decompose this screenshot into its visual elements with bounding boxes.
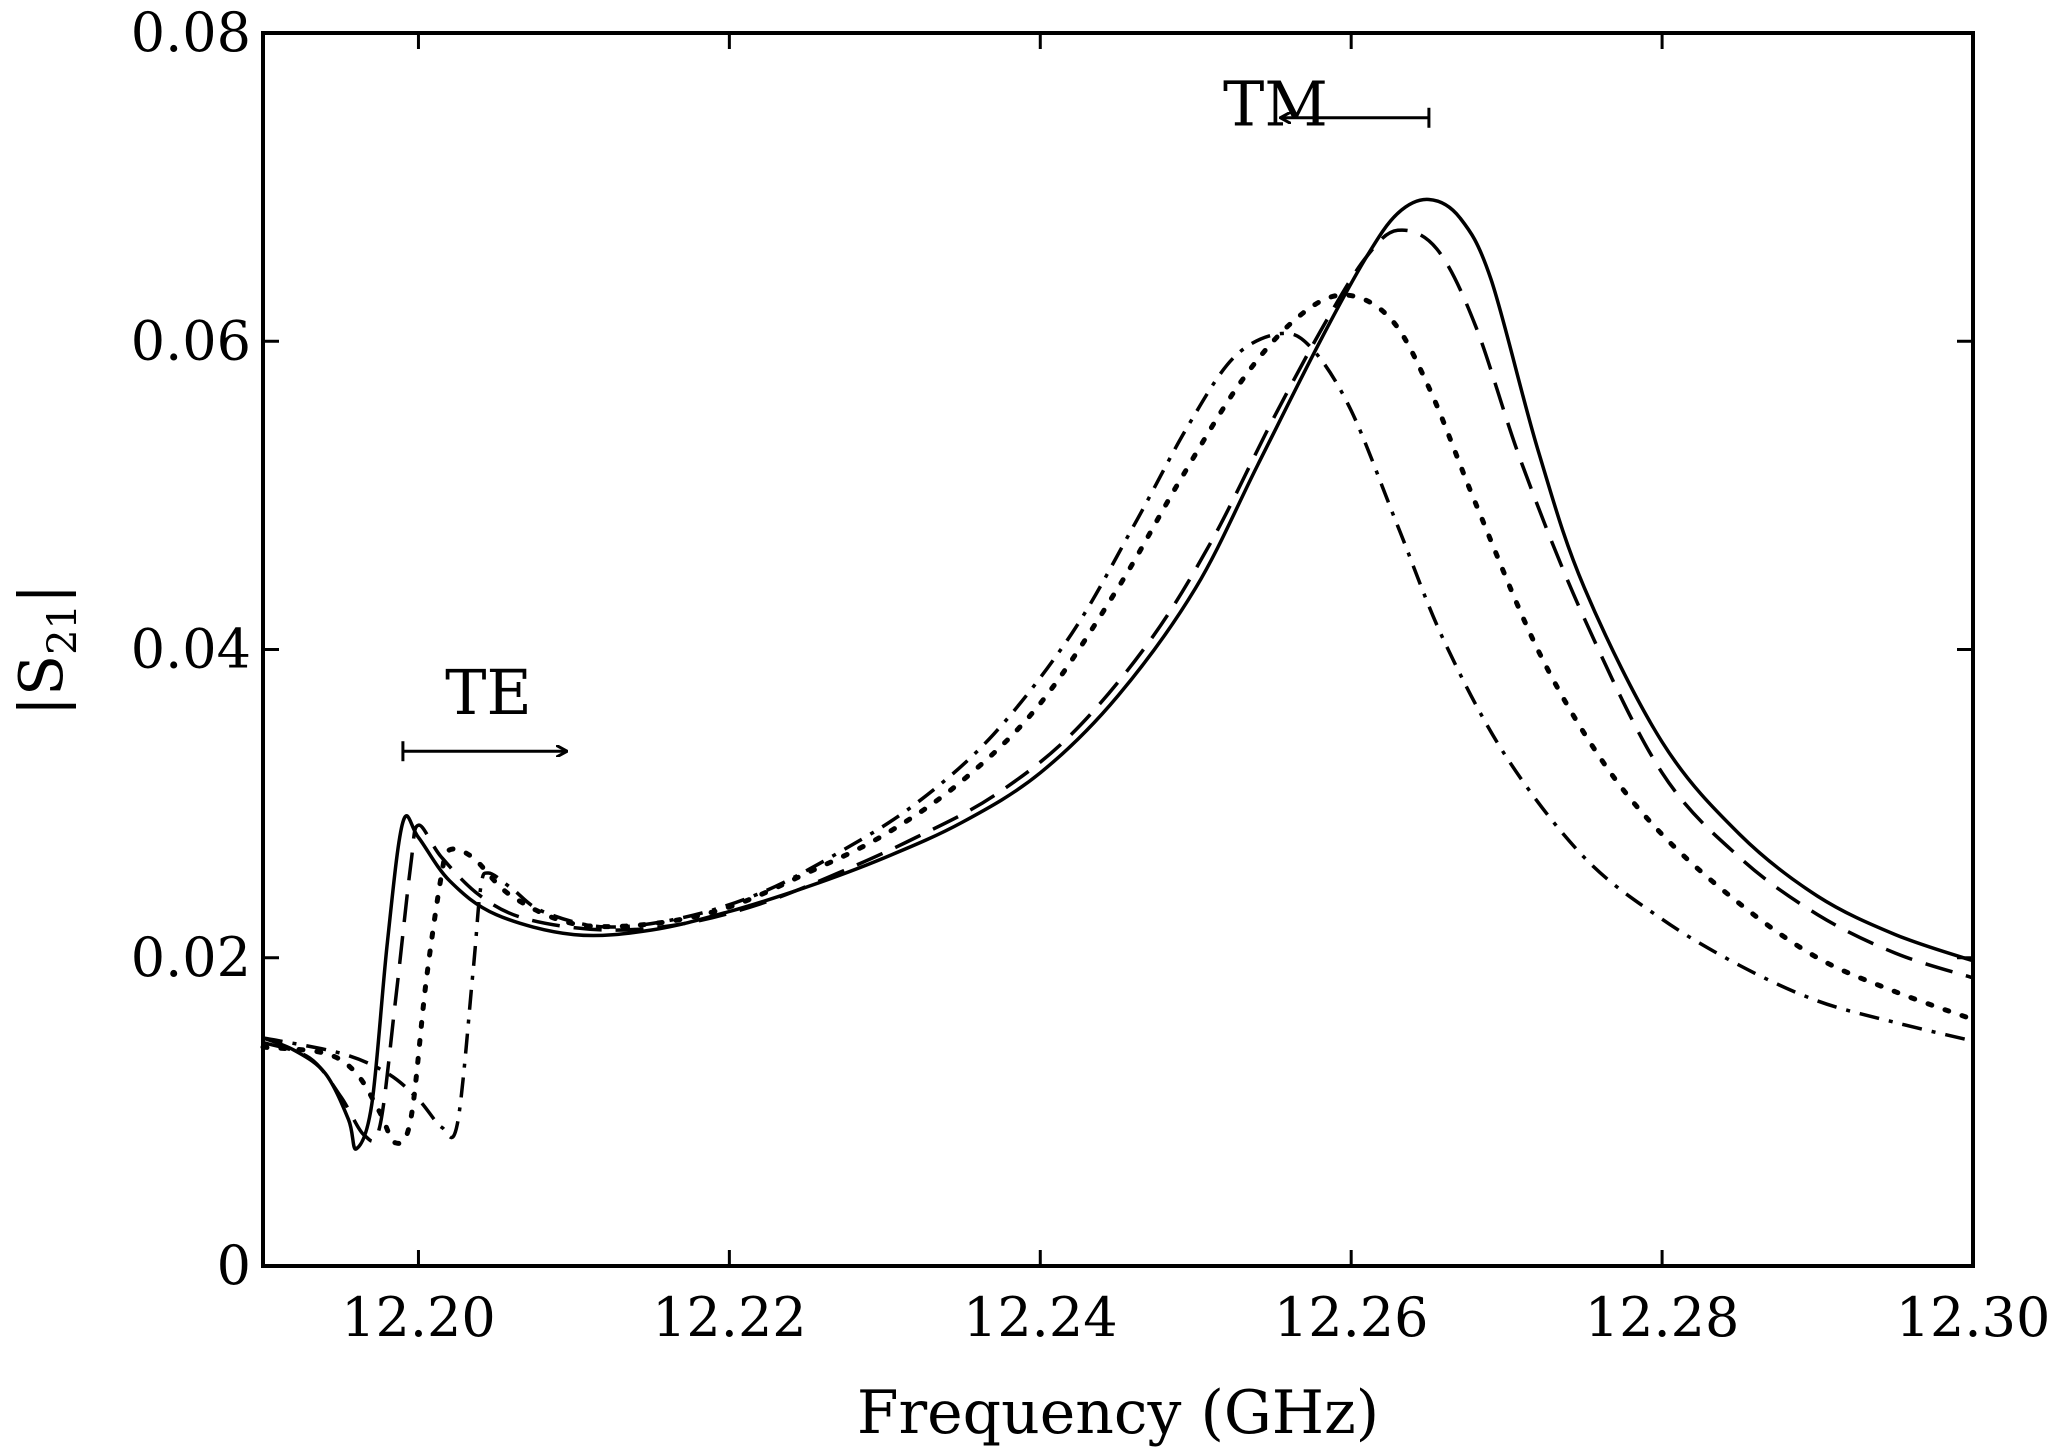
y-tick-label: 0.02 (131, 926, 251, 989)
x-tick-label: 12.24 (963, 1286, 1118, 1349)
series-line-dotted (260, 292, 1976, 1146)
x-tick-label: 12.30 (1896, 1286, 2051, 1349)
series-line-solid (262, 197, 1974, 1151)
x-axis-label: Frequency (GHz) (857, 1378, 1379, 1448)
axis-tick-labels: 12.20 12.22 12.24 12.26 12.28 12.30 0 0.02 0.04 0… (131, 1, 2051, 1349)
x-tick-label: 12.22 (652, 1286, 807, 1349)
y-tick-label: 0.04 (131, 618, 251, 681)
data-series (260, 197, 1976, 1151)
x-tick-label: 12.20 (341, 1286, 496, 1349)
plot-area-frame (261, 31, 1975, 1268)
annotation-label-tm: TM (1223, 67, 1328, 140)
y-tick-label: 0.08 (131, 1, 251, 64)
annotations: TM TE (401, 67, 1431, 762)
x-tick-label: 12.28 (1585, 1286, 1740, 1349)
axis-ticks (263, 31, 1975, 1268)
x-tick-label: 12.26 (1274, 1286, 1429, 1349)
y-tick-label: 0 (217, 1234, 251, 1297)
series-line-dash-dot (262, 331, 1974, 1140)
annotation-label-te: TE (445, 656, 532, 729)
series-line-dashed (262, 228, 1974, 1143)
y-tick-label: 0.06 (131, 309, 251, 372)
y-axis-label: |S21| (7, 584, 86, 716)
